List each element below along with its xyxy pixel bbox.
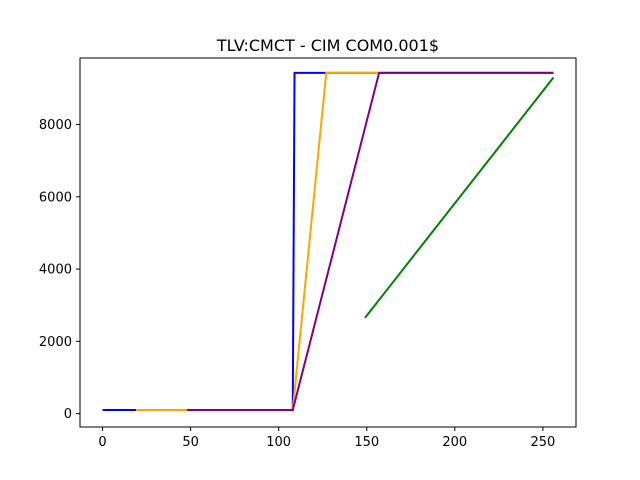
y-tick-label: 0 xyxy=(64,407,72,422)
y-tick-label: 6000 xyxy=(39,190,72,205)
x-tick-label: 0 xyxy=(98,435,106,450)
axes-layer: 0 50 100 150 200 250 0 2000 4000 6000 8000 xyxy=(39,57,577,450)
series-line-3 xyxy=(187,71,554,412)
x-tick-label: 150 xyxy=(354,435,379,450)
y-tick-label: 8000 xyxy=(39,118,72,133)
series-layer xyxy=(102,71,555,412)
x-tick-label: 100 xyxy=(266,435,291,450)
plot-frame xyxy=(79,57,577,428)
series-line-4 xyxy=(364,76,555,319)
x-tick-label: 50 xyxy=(182,435,199,450)
y-tick-label: 4000 xyxy=(39,263,72,278)
y-tick-label: 2000 xyxy=(39,335,72,350)
x-tick-label: 200 xyxy=(442,435,467,450)
chart-title: TLV:CMCT - CIM COM0.001$ xyxy=(216,36,439,55)
x-tick-label: 250 xyxy=(530,435,555,450)
